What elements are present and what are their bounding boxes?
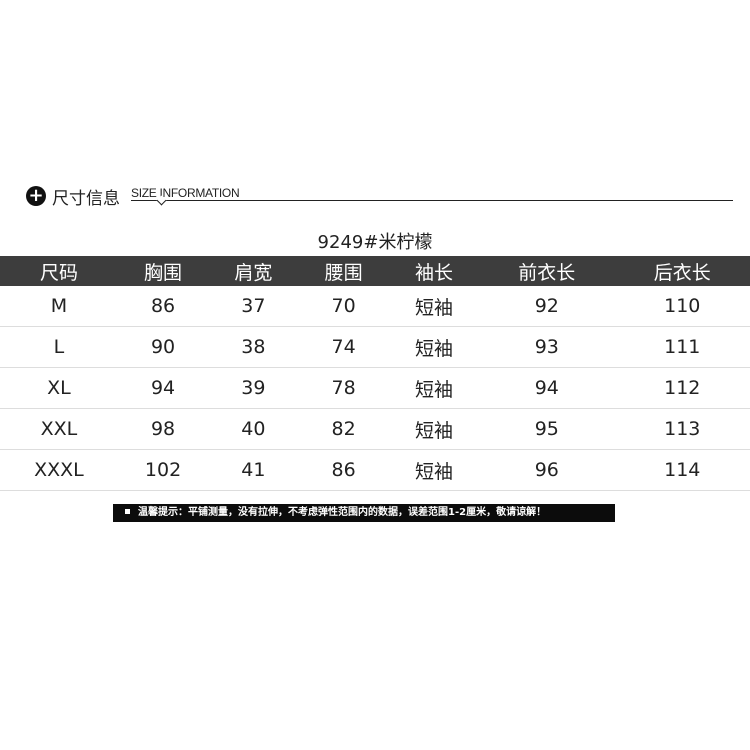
bullet-icon <box>125 509 130 514</box>
table-cell: 78 <box>298 367 389 409</box>
table-cell: M <box>0 286 118 327</box>
section-subtitle: SIZE INFORMATION <box>131 186 240 200</box>
table-row: XL 94 39 78 短袖 94 112 <box>0 367 750 409</box>
table-cell: 82 <box>298 408 389 450</box>
table-cell: 94 <box>117 367 209 409</box>
table-cell: 90 <box>117 326 209 368</box>
table-cell: 110 <box>614 286 750 327</box>
column-header: 前衣长 <box>479 256 615 286</box>
table-row: XXXL 102 41 86 短袖 96 114 <box>0 449 750 491</box>
notice-bar: 温馨提示：平铺测量，没有拉伸，不考虑弹性范围内的数据，误差范围1-2厘米，敬请谅… <box>113 504 615 522</box>
table-cell: 113 <box>614 408 750 450</box>
table-row: XXL 98 40 82 短袖 95 113 <box>0 408 750 450</box>
column-header: 尺码 <box>0 256 118 286</box>
table-row: M 86 37 70 短袖 92 110 <box>0 286 750 327</box>
column-header: 胸围 <box>117 256 209 286</box>
table-cell: 93 <box>479 326 615 368</box>
table-cell: 114 <box>614 449 750 491</box>
table-cell: 37 <box>208 286 299 327</box>
product-title: 9249#米柠檬 <box>317 232 433 253</box>
table-cell: L <box>0 326 118 368</box>
table-cell: 86 <box>298 449 389 491</box>
table-cell: 40 <box>208 408 299 450</box>
table-cell: XXL <box>0 408 118 450</box>
table-cell: 短袖 <box>388 367 480 409</box>
table-cell: 短袖 <box>388 286 480 327</box>
table-cell: 短袖 <box>388 408 480 450</box>
divider <box>131 200 733 201</box>
table-row: L 90 38 74 短袖 93 111 <box>0 326 750 368</box>
table-cell: XL <box>0 367 118 409</box>
table-cell: 112 <box>614 367 750 409</box>
table-cell: 111 <box>614 326 750 368</box>
table-cell: 74 <box>298 326 389 368</box>
notice-text: 温馨提示：平铺测量，没有拉伸，不考虑弹性范围内的数据，误差范围1-2厘米，敬请谅… <box>138 507 547 518</box>
table-cell: XXXL <box>0 449 118 491</box>
table-cell: 95 <box>479 408 615 450</box>
column-header: 肩宽 <box>208 256 299 286</box>
table-cell: 短袖 <box>388 449 480 491</box>
table-cell: 短袖 <box>388 326 480 368</box>
section-title: 尺寸信息 <box>52 189 120 209</box>
plus-circle-icon: + <box>26 186 46 206</box>
table-cell: 39 <box>208 367 299 409</box>
column-header: 后衣长 <box>614 256 750 286</box>
table-cell: 92 <box>479 286 615 327</box>
table-cell: 98 <box>117 408 209 450</box>
table-cell: 86 <box>117 286 209 327</box>
column-header: 袖长 <box>388 256 480 286</box>
table-cell: 41 <box>208 449 299 491</box>
size-table: 尺码 胸围 肩宽 腰围 袖长 前衣长 后衣长 M 86 37 70 短袖 92 110 L 90 38 74 短袖… <box>0 256 750 491</box>
table-cell: 102 <box>117 449 209 491</box>
table-cell: 38 <box>208 326 299 368</box>
column-header: 腰围 <box>298 256 389 286</box>
table-cell: 96 <box>479 449 615 491</box>
table-cell: 70 <box>298 286 389 327</box>
table-cell: 94 <box>479 367 615 409</box>
